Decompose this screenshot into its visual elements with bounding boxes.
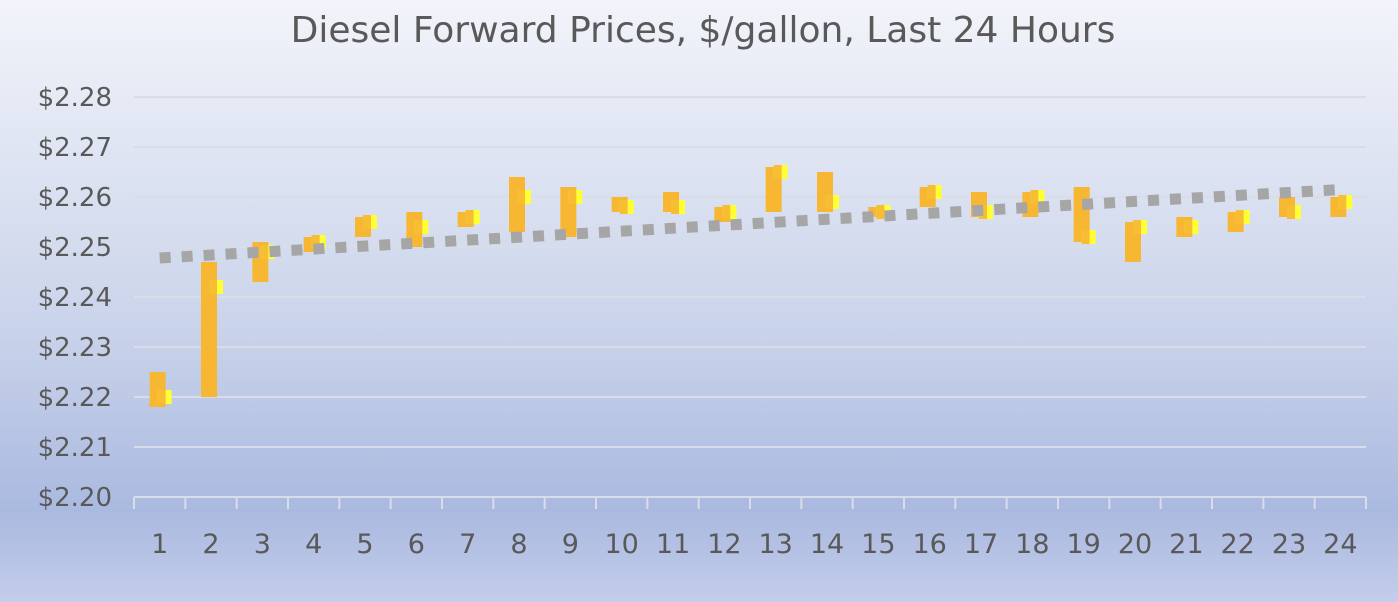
y-tick-label: $2.28 [38,83,112,113]
x-tick-label: 4 [305,529,322,560]
x-tick-label: 20 [1118,529,1152,560]
x-tick-label: 22 [1220,529,1254,560]
y-axis: $2.20 $2.21 $2.22 $2.23 $2.24 $2.25 $2.26 $2.27… [38,83,112,513]
last-price-marker-shade [773,165,782,179]
x-tick-label: 21 [1169,529,1203,560]
x-tick-label: 15 [861,529,895,560]
x-tick-label: 23 [1272,529,1306,560]
range-bar [201,262,217,397]
x-tick-label: 24 [1323,529,1357,560]
y-tick-label: $2.20 [38,483,112,513]
x-tick-label: 3 [254,529,271,560]
x-tick-label: 5 [356,529,373,560]
x-tick-label: 18 [1015,529,1049,560]
y-tick-label: $2.21 [38,433,112,463]
x-axis: 1 2 3 4 5 6 7 8 9 10 11 12 13 14 15 16 17 18 19 20 21 22 23 24 [133,496,1367,560]
y-tick-label: $2.24 [38,283,112,313]
x-tick-label: 14 [810,529,844,560]
gridlines [134,96,1366,448]
x-tick-label: 16 [912,529,946,560]
last-price-marker-shade [1184,220,1193,234]
last-price-marker-shade [209,280,217,294]
x-tick-label: 11 [656,529,690,560]
last-price-marker-shade [157,390,166,404]
x-tick-label: 9 [562,529,579,560]
x-tick-label: 6 [408,529,425,560]
last-price-marker-shade [722,205,731,219]
last-price-marker-shade [260,245,269,259]
x-tick-label: 8 [510,529,527,560]
last-price-marker-shade [311,235,320,249]
last-price-marker-shade [927,185,936,199]
last-price-marker-shade [671,200,679,214]
last-price-marker-shade [1338,195,1347,209]
last-price-marker-shade [465,210,474,224]
y-tick-label: $2.25 [38,233,112,263]
last-price-marker-shade [363,215,371,229]
chart-title: Diesel Forward Prices, $/gallon, Last 24… [291,10,1116,51]
y-tick-label: $2.22 [38,383,112,413]
last-price-marker-shade [414,220,423,234]
last-price-marker-shade [825,195,833,209]
y-tick-label: $2.27 [38,133,112,163]
last-price-marker-shade [619,200,628,214]
x-tick-label: 7 [459,529,476,560]
last-price-marker-shade [517,190,525,204]
last-price-marker-shade [1235,210,1244,224]
last-price-marker-shade [568,190,577,204]
x-tick-label: 1 [151,529,168,560]
last-price-marker-shade [1030,190,1039,204]
last-price-marker-shade [1287,205,1295,219]
x-tick-label: 17 [964,529,998,560]
x-tick-label: 12 [707,529,741,560]
range-bar [509,177,525,232]
y-tick-label: $2.26 [38,183,112,213]
last-price-marker-shade [876,205,885,219]
x-tick-label: 10 [604,529,638,560]
x-tick-label: 2 [202,529,219,560]
x-tick-label: 13 [758,529,792,560]
last-price-marker-shade [1133,220,1141,234]
x-tick-label: 19 [1066,529,1100,560]
y-tick-label: $2.23 [38,333,112,363]
last-price-marker-shade [1081,230,1090,244]
